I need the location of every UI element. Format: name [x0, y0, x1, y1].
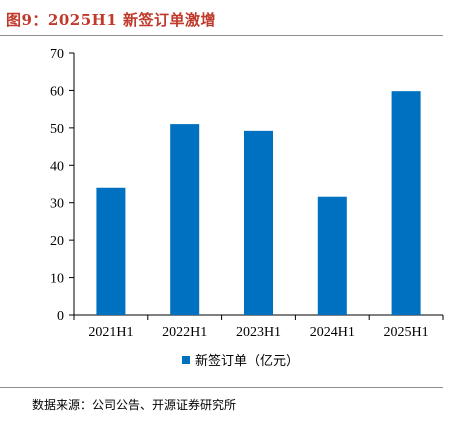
bar-2024H1 — [317, 196, 347, 315]
bars — [96, 91, 421, 315]
legend-label: 新签订单（亿元） — [195, 353, 299, 369]
bar-2025H1 — [391, 91, 421, 315]
bar-chart: 0 10 20 30 40 50 60 70 2021H1 2022H1 2023H1 2024H1… — [50, 47, 444, 369]
x-tick-label: 2023H1 — [236, 325, 281, 340]
bar-2021H1 — [96, 187, 126, 315]
bar-2023H1 — [244, 130, 273, 315]
x-tick-label: 2021H1 — [88, 325, 133, 340]
y-tick-label: 40 — [50, 159, 64, 174]
source-note: 数据来源：公司公告、开源证券研究所 — [32, 398, 237, 412]
legend-swatch — [182, 356, 190, 364]
y-axis: 0 10 20 30 40 50 60 70 — [50, 47, 75, 324]
x-tick-label: 2022H1 — [162, 325, 207, 340]
y-tick-label: 70 — [50, 47, 64, 62]
x-tick-label: 2025H1 — [384, 325, 429, 340]
legend: 新签订单（亿元） — [182, 353, 299, 369]
y-tick-label: 50 — [50, 122, 64, 137]
x-axis: 2021H1 2022H1 2023H1 2024H1 2025H1 — [73, 314, 444, 340]
x-tick-label: 2024H1 — [310, 325, 355, 340]
y-tick-label: 0 — [57, 309, 64, 324]
title-divider — [0, 35, 443, 36]
chart-title: 图9：2025H1 新签订单激增 — [6, 11, 217, 29]
y-tick-label: 20 — [50, 234, 64, 249]
y-tick-label: 30 — [50, 197, 64, 212]
y-tick-label: 60 — [50, 84, 64, 99]
y-tick-label: 10 — [50, 272, 64, 287]
bar-2022H1 — [170, 124, 200, 315]
footer-divider — [0, 387, 443, 388]
